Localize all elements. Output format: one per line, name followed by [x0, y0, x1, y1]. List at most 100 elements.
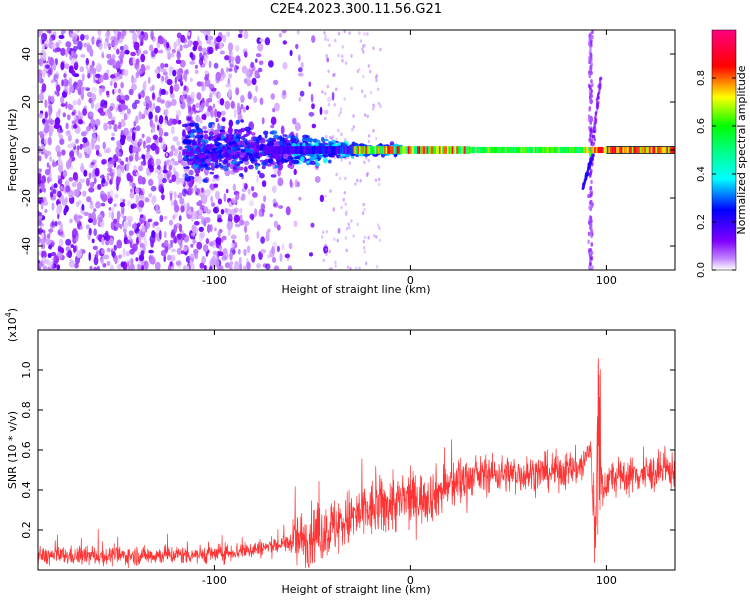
heatmap-cell — [148, 76, 151, 84]
heatmap-cell — [209, 265, 213, 270]
heatmap-cell — [628, 146, 631, 154]
heatmap-cell — [173, 191, 177, 199]
heatmap-cell — [372, 104, 376, 109]
heatmap-cell — [344, 146, 347, 154]
heatmap-cell — [61, 198, 67, 206]
heatmap-cell — [196, 143, 204, 148]
heatmap-cell — [149, 107, 154, 112]
heatmap-cell — [338, 146, 341, 154]
heatmap-cell — [49, 156, 53, 162]
heatmap-cell — [48, 125, 54, 134]
heatmap-cell — [138, 49, 142, 55]
heatmap-cell — [197, 154, 205, 159]
heatmap-cell — [72, 233, 76, 239]
heatmap-cell — [114, 255, 118, 265]
heatmap-cell — [195, 114, 201, 123]
heatmap-cell — [259, 38, 264, 43]
heatmap-cell — [308, 81, 312, 87]
heatmap-cell — [170, 144, 176, 152]
heatmap-cell — [61, 30, 66, 34]
heatmap-cell — [75, 236, 79, 242]
heatmap-cell — [228, 119, 233, 128]
heatmap-cell — [646, 146, 648, 154]
heatmap-cell — [435, 146, 438, 154]
heatmap-cell — [135, 194, 140, 204]
heatmap-cell — [201, 187, 204, 193]
heatmap-cell — [208, 131, 214, 136]
heatmap-cell — [495, 146, 498, 154]
heatmap-cell — [119, 202, 125, 208]
heatmap-cell — [199, 117, 203, 124]
heatmap-cell — [48, 56, 51, 62]
svg-text:(x104): (x104) — [4, 308, 19, 342]
heatmap-cell — [186, 31, 191, 37]
heatmap-cell — [198, 175, 202, 185]
heatmap-cell — [176, 32, 182, 39]
heatmap-cell — [243, 30, 249, 40]
heatmap-cell — [596, 101, 599, 105]
heatmap-cell — [528, 146, 530, 154]
heatmap-cell — [282, 40, 287, 45]
heatmap-cell — [202, 143, 207, 148]
heatmap-cell — [244, 78, 248, 84]
heatmap-cell — [204, 139, 209, 144]
heatmap-cell — [68, 190, 74, 199]
heatmap-cell — [100, 202, 106, 207]
heatmap-cell — [106, 260, 111, 267]
heatmap-cell — [197, 40, 203, 47]
heatmap-cell — [473, 146, 476, 154]
colorbar-tick-label: 0.2 — [696, 214, 707, 230]
heatmap-cell — [591, 265, 594, 270]
heatmap-cell — [344, 176, 347, 181]
heatmap-cell — [586, 168, 590, 173]
heatmap-cell — [295, 43, 299, 50]
heatmap-cell — [175, 260, 182, 266]
heatmap-cell — [110, 136, 115, 141]
heatmap-cell — [461, 146, 463, 154]
heatmap-cell — [120, 57, 123, 64]
heatmap-cell — [358, 143, 365, 147]
heatmap-cell — [281, 30, 287, 34]
heatmap-cell — [489, 146, 491, 154]
heatmap-cell — [271, 146, 273, 154]
heatmap-cell — [170, 248, 177, 253]
heatmap-cell — [313, 146, 316, 154]
heatmap-cell — [155, 203, 159, 213]
heatmap-cell — [201, 97, 205, 104]
heatmap-cell — [106, 90, 110, 96]
heatmap-cell — [143, 140, 146, 149]
heatmap-cell — [60, 234, 65, 238]
heatmap-cell — [609, 146, 612, 154]
heatmap-cell — [213, 62, 219, 69]
snr-x-axis-label: Height of straight line (km) — [281, 583, 430, 596]
heatmap-cell — [572, 146, 574, 154]
heatmap-cell — [136, 146, 141, 153]
heatmap-cell — [219, 129, 226, 132]
heatmap-cell — [259, 159, 264, 163]
heatmap-cell — [591, 82, 594, 88]
heatmap-cell — [159, 230, 162, 240]
heatmap-cell — [182, 44, 189, 49]
heatmap-cell — [246, 130, 251, 136]
heatmap-cell — [224, 100, 231, 110]
heatmap-cell — [170, 254, 176, 262]
heatmap-cell — [573, 146, 576, 154]
heatmap-cell — [321, 235, 324, 239]
heatmap-cell — [417, 146, 419, 154]
heatmap-cell — [66, 251, 72, 258]
heatmap-cell — [278, 32, 283, 38]
heatmap-cell — [68, 177, 74, 182]
heatmap-cell — [590, 192, 593, 197]
heatmap-cell — [294, 156, 298, 160]
heatmap-cell — [186, 202, 190, 212]
heatmap-cell — [366, 146, 369, 154]
heatmap-cell — [239, 30, 243, 35]
heatmap-cell — [580, 146, 582, 154]
heatmap-cell — [315, 146, 317, 154]
heatmap-cell — [150, 185, 157, 192]
heatmap-cell — [191, 54, 196, 61]
heatmap-cell — [588, 70, 591, 76]
heatmap-cell — [140, 113, 146, 119]
heatmap-cell — [404, 146, 407, 154]
heatmap-cell — [120, 95, 126, 101]
